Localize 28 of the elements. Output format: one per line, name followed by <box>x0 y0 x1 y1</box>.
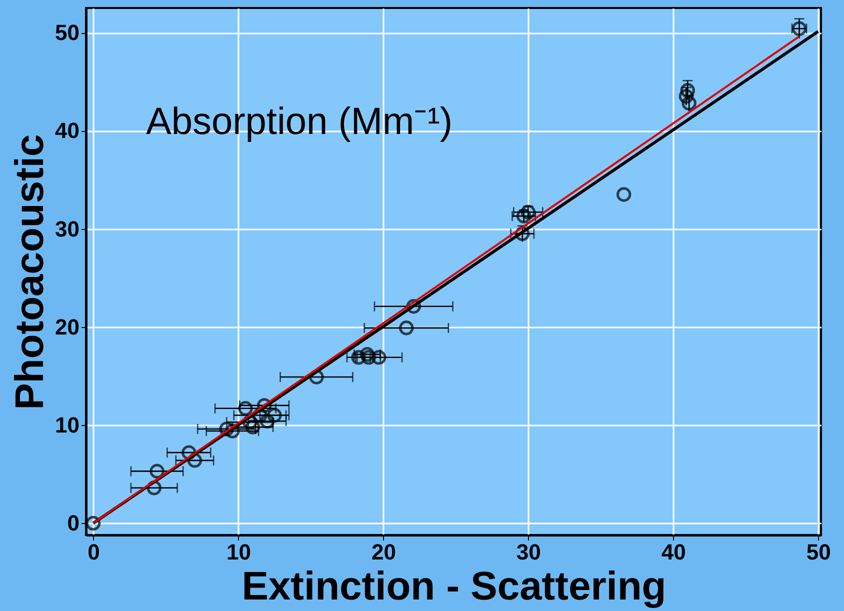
point <box>680 83 695 98</box>
point <box>260 414 275 429</box>
point <box>267 408 282 423</box>
point <box>86 516 101 531</box>
point <box>616 187 632 202</box>
y-tick-label: 40 <box>55 118 80 144</box>
y-tick-label: 50 <box>55 20 80 46</box>
x-tick-label: 0 <box>88 540 100 564</box>
x-tick-label: 30 <box>516 540 541 564</box>
point <box>256 398 272 413</box>
annotation: Absorption (Mm⁻¹) <box>146 101 452 143</box>
x-tick-label: 10 <box>226 540 251 564</box>
point <box>351 350 366 365</box>
point <box>360 347 375 362</box>
x-tick-label: 40 <box>661 540 686 564</box>
x-axis-title: Extinction - Scattering <box>242 564 666 608</box>
x-tick-label: 20 <box>371 540 396 564</box>
y-tick-label: 20 <box>55 314 80 340</box>
x-tick-label: 50 <box>806 540 831 564</box>
y-tick-label: 0 <box>67 510 80 536</box>
y-axis-title: Photoacoustic <box>8 134 52 410</box>
point <box>245 420 260 434</box>
point <box>399 320 414 336</box>
y-tick-label: 10 <box>55 412 80 438</box>
y-tick-label: 30 <box>55 216 80 242</box>
point <box>238 401 253 416</box>
point <box>361 350 376 365</box>
point <box>371 350 386 365</box>
